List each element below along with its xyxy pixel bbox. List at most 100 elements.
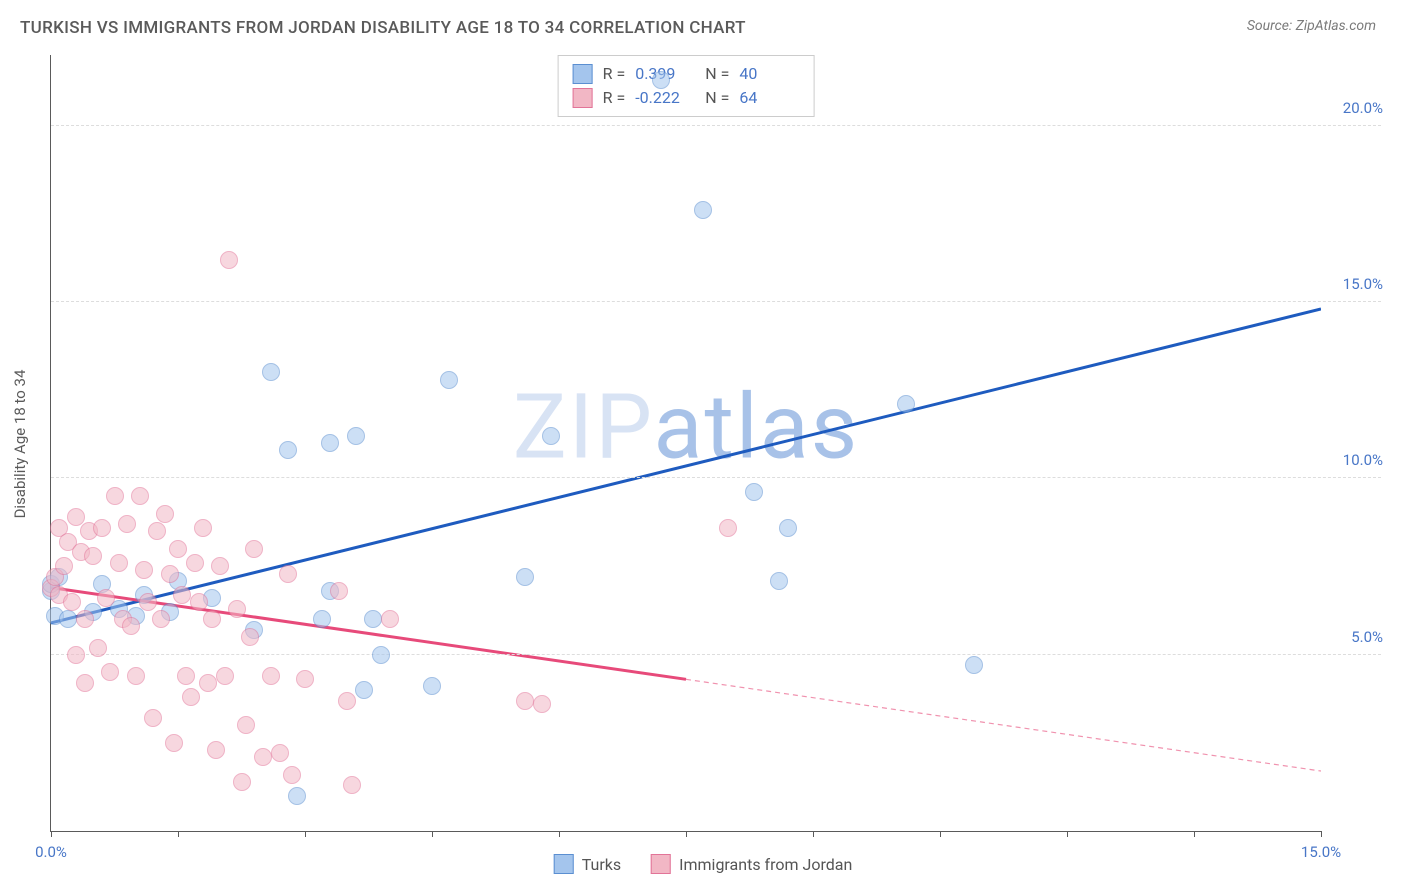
data-point bbox=[194, 519, 212, 537]
data-point bbox=[110, 554, 128, 572]
data-point bbox=[288, 787, 306, 805]
data-point bbox=[279, 565, 297, 583]
data-point bbox=[262, 667, 280, 685]
x-tick bbox=[813, 831, 814, 837]
data-point bbox=[118, 515, 136, 533]
data-point bbox=[55, 557, 73, 575]
data-point bbox=[131, 487, 149, 505]
data-point bbox=[423, 677, 441, 695]
data-point bbox=[372, 646, 390, 664]
data-point bbox=[186, 554, 204, 572]
x-tick-label: 15.0% bbox=[1301, 843, 1341, 861]
n-label: N = bbox=[705, 62, 729, 86]
legend-swatch bbox=[573, 88, 593, 108]
data-point bbox=[76, 610, 94, 628]
data-point bbox=[173, 586, 191, 604]
data-point bbox=[63, 593, 81, 611]
data-point bbox=[93, 519, 111, 537]
x-tick bbox=[1067, 831, 1068, 837]
correlation-row: R =0.399N =40 bbox=[573, 62, 800, 86]
legend-label: Turks bbox=[582, 855, 621, 874]
legend-item: Immigrants from Jordan bbox=[651, 854, 852, 874]
legend-swatch bbox=[554, 854, 574, 874]
y-axis-label: Disability Age 18 to 34 bbox=[11, 369, 29, 518]
x-tick-label: 0.0% bbox=[35, 843, 67, 861]
data-point bbox=[199, 674, 217, 692]
data-point bbox=[364, 610, 382, 628]
data-point bbox=[84, 547, 102, 565]
data-point bbox=[542, 427, 560, 445]
correlation-row: R =-0.222N =64 bbox=[573, 86, 800, 110]
grid-line bbox=[51, 654, 1381, 655]
data-point bbox=[59, 610, 77, 628]
data-point bbox=[440, 371, 458, 389]
data-point bbox=[233, 773, 251, 791]
x-tick bbox=[178, 831, 179, 837]
data-point bbox=[182, 688, 200, 706]
y-tick-label: 10.0% bbox=[1343, 451, 1383, 469]
data-point bbox=[338, 692, 356, 710]
data-point bbox=[516, 568, 534, 586]
data-point bbox=[220, 251, 238, 269]
watermark-part-1: ZIP bbox=[513, 375, 654, 480]
data-point bbox=[122, 617, 140, 635]
grid-line bbox=[51, 477, 1381, 478]
data-point bbox=[652, 71, 670, 89]
data-point bbox=[296, 670, 314, 688]
r-label: R = bbox=[603, 62, 626, 86]
data-point bbox=[719, 519, 737, 537]
correlation-legend: R =0.399N =40R =-0.222N =64 bbox=[558, 55, 815, 117]
y-tick-label: 20.0% bbox=[1343, 99, 1383, 117]
chart-title: TURKISH VS IMMIGRANTS FROM JORDAN DISABI… bbox=[20, 18, 746, 38]
data-point bbox=[161, 565, 179, 583]
data-point bbox=[694, 201, 712, 219]
data-point bbox=[228, 600, 246, 618]
data-point bbox=[203, 610, 221, 628]
n-value: 40 bbox=[739, 62, 799, 86]
data-point bbox=[516, 692, 534, 710]
data-point bbox=[313, 610, 331, 628]
r-value: -0.222 bbox=[635, 86, 695, 110]
data-point bbox=[965, 656, 983, 674]
data-point bbox=[106, 487, 124, 505]
series-legend: Turks Immigrants from Jordan bbox=[554, 854, 853, 874]
data-point bbox=[355, 681, 373, 699]
grid-line bbox=[51, 125, 1381, 126]
data-point bbox=[135, 561, 153, 579]
data-point bbox=[190, 593, 208, 611]
x-tick bbox=[686, 831, 687, 837]
data-point bbox=[216, 667, 234, 685]
data-point bbox=[381, 610, 399, 628]
x-tick bbox=[432, 831, 433, 837]
x-tick bbox=[1321, 831, 1322, 837]
data-point bbox=[254, 748, 272, 766]
legend-label: Immigrants from Jordan bbox=[679, 855, 852, 874]
data-point bbox=[533, 695, 551, 713]
data-point bbox=[144, 709, 162, 727]
data-point bbox=[177, 667, 195, 685]
source-attribution: Source: ZipAtlas.com bbox=[1247, 18, 1376, 34]
data-point bbox=[779, 519, 797, 537]
data-point bbox=[245, 540, 263, 558]
data-point bbox=[271, 744, 289, 762]
data-point bbox=[283, 766, 301, 784]
data-point bbox=[321, 434, 339, 452]
n-value: 64 bbox=[739, 86, 799, 110]
grid-line bbox=[51, 301, 1381, 302]
data-point bbox=[347, 427, 365, 445]
data-point bbox=[127, 667, 145, 685]
data-point bbox=[148, 522, 166, 540]
data-point bbox=[211, 557, 229, 575]
data-point bbox=[897, 395, 915, 413]
data-point bbox=[207, 741, 225, 759]
data-point bbox=[89, 639, 107, 657]
x-tick bbox=[940, 831, 941, 837]
data-point bbox=[237, 716, 255, 734]
trend-lines bbox=[51, 55, 1321, 831]
x-tick bbox=[305, 831, 306, 837]
data-point bbox=[139, 593, 157, 611]
watermark-part-2: atlas bbox=[654, 375, 860, 480]
x-tick bbox=[51, 831, 52, 837]
legend-item: Turks bbox=[554, 854, 621, 874]
data-point bbox=[165, 734, 183, 752]
